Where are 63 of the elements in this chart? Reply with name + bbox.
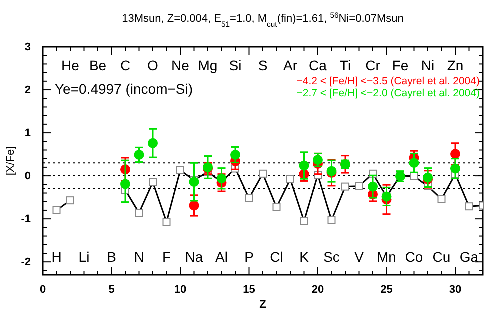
- y-tick-label: 1: [24, 128, 31, 140]
- point: [216, 174, 227, 184]
- annotation: Sc: [324, 248, 340, 264]
- annotation: He: [62, 57, 80, 74]
- annotation: Ga: [460, 248, 479, 264]
- x-tick-label: 20: [312, 284, 324, 296]
- x-tick-label: 10: [174, 284, 187, 296]
- y-tick-label: 2: [24, 84, 31, 97]
- annotation: K: [300, 248, 310, 264]
- y-axis-title: [X/Fe]: [5, 146, 17, 176]
- annotation: Cu: [432, 248, 451, 264]
- annotation: P: [244, 248, 254, 264]
- point: [134, 150, 144, 160]
- x-tick-label: 5: [108, 284, 115, 296]
- point: [409, 158, 420, 168]
- annotation: Fe: [392, 57, 409, 74]
- annotation: Ye=0.4997 (incom−Si): [55, 80, 194, 97]
- annotation: Co: [405, 248, 424, 264]
- point: [450, 164, 460, 174]
- annotation: H: [52, 248, 62, 264]
- x-tick-label: 25: [380, 284, 393, 296]
- annotation: Cr: [366, 57, 381, 74]
- point: [189, 200, 200, 211]
- annotation: Mn: [377, 248, 396, 264]
- annotation: O: [148, 57, 159, 74]
- annotation: Ti: [340, 57, 352, 74]
- x-tick-label: 15: [243, 284, 256, 296]
- annotation: Ne: [172, 57, 190, 74]
- text: −4.2 < [Fe/H] <−3.5 (Cayrel et al. 2004): [296, 75, 480, 88]
- y-tick-label: 3: [24, 42, 31, 54]
- x-tick-label: 0: [40, 284, 46, 296]
- annotation: Ni: [421, 57, 435, 74]
- point: [120, 179, 130, 190]
- annotation: Li: [78, 248, 90, 264]
- annotation: N: [134, 248, 144, 264]
- text: −2.7 < [Fe/H] <−2.0 (Cayrel et al. 2004): [296, 87, 480, 100]
- x-tick-label: 30: [449, 284, 462, 296]
- point: [450, 149, 460, 160]
- y-tick-label: -1: [21, 214, 31, 226]
- y-tick-label: -2: [21, 256, 31, 269]
- chart-title: 13Msun, Z=0.004, E$_{51}$=1.0, M$_{cut}$(fin)=1.61, $^{56}$Ni=0.07Msun: [122, 10, 404, 28]
- annotation: Al: [216, 248, 228, 264]
- annotation: Zn: [447, 57, 464, 74]
- annotation: C: [120, 57, 131, 74]
- annotation: Ca: [309, 57, 328, 74]
- annotation: B: [107, 248, 116, 264]
- point: [313, 155, 323, 166]
- y-tick-label: 0: [24, 170, 31, 183]
- x-axis-title: Z: [260, 299, 267, 311]
- annotation: Ar: [284, 57, 298, 74]
- annotation: S: [258, 57, 268, 74]
- point: [230, 150, 240, 160]
- annotation: V: [354, 248, 365, 264]
- annotation: Be: [89, 57, 107, 74]
- annotation: Si: [229, 57, 242, 74]
- annotation: Cl: [270, 248, 284, 264]
- point: [148, 138, 158, 148]
- point: [368, 182, 378, 192]
- annotation: Mg: [198, 57, 218, 74]
- point: [299, 160, 310, 171]
- point: [189, 177, 200, 188]
- annotation: Na: [185, 248, 204, 264]
- annotation: F: [162, 248, 172, 264]
